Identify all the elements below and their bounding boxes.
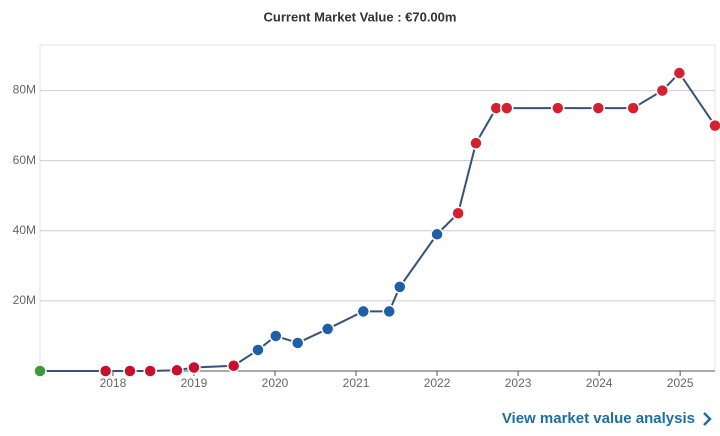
club-marker — [170, 363, 184, 378]
club-marker — [143, 364, 157, 378]
x-tick-label: 2025 — [667, 376, 694, 390]
club-marker — [356, 304, 371, 319]
plot-area — [39, 44, 716, 372]
y-tick-label: 40M — [13, 223, 36, 237]
club-marker — [226, 358, 241, 373]
club-marker — [123, 364, 137, 378]
x-tick-label: 2024 — [586, 376, 613, 390]
x-tick-label: 2019 — [181, 376, 208, 390]
club-marker — [499, 101, 514, 115]
club-marker — [672, 66, 687, 80]
y-tick-label: 20M — [13, 293, 36, 307]
x-tick-label: 2021 — [343, 376, 370, 390]
club-marker — [251, 343, 265, 357]
club-marker — [626, 101, 640, 115]
club-marker — [382, 304, 396, 319]
club-marker — [98, 364, 113, 378]
club-marker — [551, 101, 565, 115]
x-tick-label: 2023 — [505, 376, 532, 390]
club-marker — [469, 136, 483, 150]
x-tick-label: 2020 — [262, 376, 289, 390]
club-marker — [320, 322, 335, 336]
analysis-link[interactable]: View market value analysis — [502, 410, 712, 427]
club-marker — [430, 227, 444, 242]
club-marker — [655, 83, 670, 98]
club-marker — [708, 118, 720, 133]
club-marker — [290, 336, 305, 350]
chevron[interactable] — [703, 412, 712, 426]
y-tick-label: 80M — [13, 83, 36, 97]
x-tick-label: 2022 — [424, 376, 451, 390]
club-marker — [187, 360, 201, 375]
link-text[interactable]: View market value analysis — [502, 410, 695, 427]
club-marker — [33, 364, 47, 378]
chart-title: Current Market Value : €70.00m — [264, 9, 457, 24]
club-marker — [591, 101, 606, 115]
y-tick-label: 60M — [13, 153, 36, 167]
x-tick-label: 2018 — [100, 376, 127, 390]
club-marker — [269, 329, 283, 343]
club-marker — [393, 280, 407, 294]
club-marker — [451, 206, 465, 221]
